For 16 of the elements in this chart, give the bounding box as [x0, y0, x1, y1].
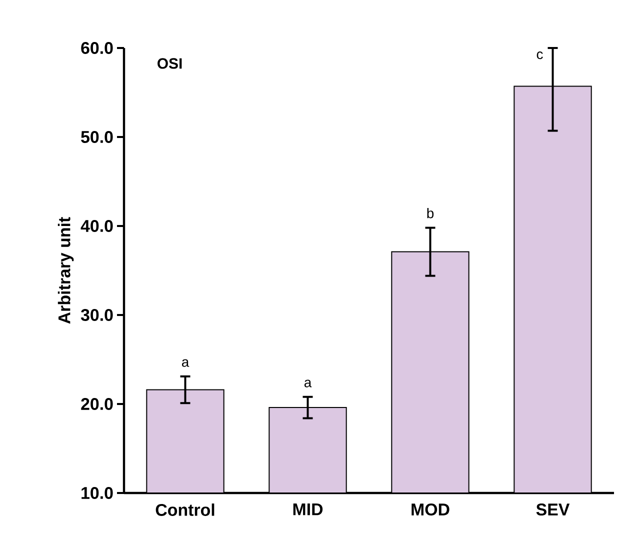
y-tick-label: 50.0	[81, 130, 113, 143]
y-tick-label: 40.0	[80, 220, 113, 232]
annotation: c	[536, 52, 543, 60]
x-tick-label: MOD	[412, 504, 450, 516]
annotation: a	[304, 380, 312, 388]
x-tick-label: SEV	[536, 504, 570, 516]
annotation: a	[182, 359, 190, 367]
text: OSI	[158, 58, 182, 69]
annotation: b	[427, 208, 434, 218]
x-tick-label: MID	[293, 504, 323, 516]
y-tick-label: 20.0	[81, 398, 113, 410]
x-tick-label: Control	[156, 504, 214, 516]
y-axis-title: Arbitrary unit	[58, 217, 74, 324]
y-tick-label: 30.0	[80, 308, 113, 321]
y-tick-label: 60.0	[81, 42, 113, 54]
y-tick-label: 10.0	[82, 486, 113, 499]
